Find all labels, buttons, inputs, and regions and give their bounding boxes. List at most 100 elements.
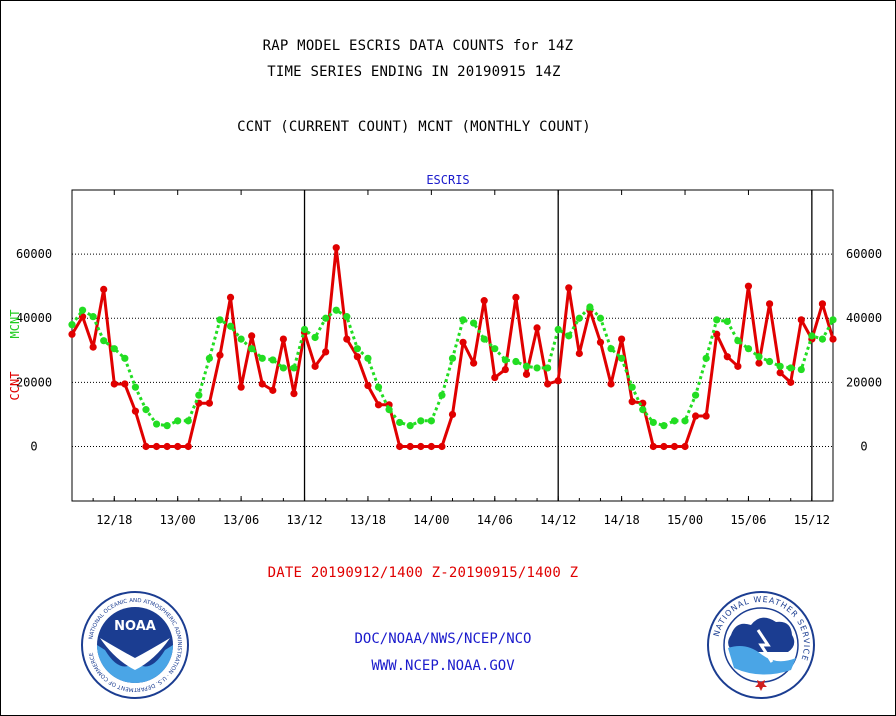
data-point-ccnt bbox=[501, 365, 509, 374]
data-point-ccnt bbox=[100, 285, 108, 293]
x-tick-label: 12/18 bbox=[96, 513, 132, 527]
chart-title-line1: RAP MODEL ESCRIS DATA COUNTS for 14Z bbox=[262, 38, 574, 54]
y-tick-label-right: 20000 bbox=[846, 375, 882, 389]
data-point-ccnt bbox=[322, 348, 330, 356]
data-point-ccnt bbox=[152, 442, 161, 451]
data-point-ccnt bbox=[68, 330, 76, 338]
data-point-mcnt bbox=[765, 357, 774, 366]
data-point-ccnt bbox=[353, 353, 361, 361]
data-point-mcnt bbox=[385, 406, 393, 414]
data-point-mcnt bbox=[152, 420, 161, 428]
data-point-mcnt bbox=[723, 317, 731, 326]
data-point-ccnt bbox=[554, 377, 562, 385]
data-point-mcnt bbox=[744, 345, 753, 353]
data-point-mcnt bbox=[406, 422, 414, 430]
data-point-ccnt bbox=[544, 380, 552, 388]
data-point-ccnt bbox=[417, 442, 425, 451]
data-point-ccnt bbox=[448, 410, 457, 419]
y-axis-label-mcnt: MCNT bbox=[8, 310, 22, 339]
data-point-ccnt bbox=[131, 407, 140, 415]
data-point-mcnt bbox=[618, 354, 626, 362]
data-point-ccnt bbox=[396, 442, 404, 451]
data-point-ccnt bbox=[522, 370, 531, 378]
x-tick-label: 14/18 bbox=[604, 513, 640, 527]
data-point-ccnt bbox=[765, 300, 774, 308]
data-point-ccnt bbox=[575, 349, 583, 358]
data-point-mcnt bbox=[110, 345, 118, 353]
data-point-mcnt bbox=[78, 306, 87, 314]
data-point-ccnt bbox=[438, 442, 446, 451]
data-point-mcnt bbox=[343, 313, 351, 321]
data-point-mcnt bbox=[628, 383, 636, 391]
data-point-mcnt bbox=[353, 345, 361, 353]
data-point-mcnt bbox=[142, 406, 150, 414]
data-point-mcnt bbox=[734, 337, 742, 345]
data-point-ccnt bbox=[829, 335, 837, 343]
data-point-mcnt bbox=[565, 332, 573, 340]
data-point-ccnt bbox=[470, 359, 478, 367]
data-point-mcnt bbox=[279, 364, 287, 372]
y-tick-label-right: 60000 bbox=[846, 247, 882, 261]
data-point-mcnt bbox=[68, 321, 76, 329]
data-point-mcnt bbox=[818, 335, 827, 343]
data-point-mcnt bbox=[269, 356, 277, 364]
data-point-mcnt bbox=[322, 314, 330, 322]
data-point-ccnt bbox=[512, 293, 520, 302]
data-point-mcnt bbox=[237, 335, 245, 343]
data-point-mcnt bbox=[544, 364, 552, 372]
data-point-ccnt bbox=[755, 359, 763, 367]
data-point-ccnt bbox=[332, 244, 340, 252]
data-point-mcnt bbox=[522, 362, 531, 370]
y-tick-label-left: 20000 bbox=[16, 375, 52, 389]
data-point-ccnt bbox=[311, 362, 319, 370]
data-point-ccnt bbox=[205, 399, 214, 407]
data-point-mcnt bbox=[639, 406, 647, 414]
data-point-ccnt bbox=[459, 338, 467, 346]
data-point-mcnt bbox=[163, 422, 171, 430]
plot-border bbox=[71, 189, 834, 502]
data-point-mcnt bbox=[512, 357, 520, 366]
x-tick-label: 15/00 bbox=[667, 513, 703, 527]
chart-title-line3: CCNT (CURRENT COUNT) MCNT (MONTHLY COUNT… bbox=[237, 119, 591, 135]
data-point-mcnt bbox=[300, 325, 309, 334]
data-point-ccnt bbox=[279, 335, 287, 343]
data-point-ccnt bbox=[237, 383, 245, 391]
y-tick-label-left: 60000 bbox=[16, 247, 52, 261]
x-tick-label: 13/18 bbox=[350, 513, 386, 527]
data-point-mcnt bbox=[205, 354, 214, 362]
data-point-mcnt bbox=[491, 345, 499, 353]
grid-lines bbox=[72, 253, 833, 447]
data-point-mcnt bbox=[797, 365, 805, 374]
data-point-ccnt bbox=[681, 442, 689, 451]
data-point-ccnt bbox=[269, 386, 277, 394]
data-point-ccnt bbox=[364, 381, 372, 390]
data-point-mcnt bbox=[427, 417, 435, 425]
data-point-mcnt bbox=[448, 354, 457, 362]
noaa-logo: NOAA NATIONAL OCEANIC AND ATMOSPHERIC AD… bbox=[81, 591, 189, 699]
data-point-ccnt bbox=[618, 335, 626, 343]
x-tick-label: 14/00 bbox=[413, 513, 449, 527]
day-dividers bbox=[303, 190, 813, 501]
data-point-mcnt bbox=[248, 345, 256, 353]
data-point-ccnt bbox=[491, 373, 499, 382]
data-point-mcnt bbox=[184, 417, 192, 425]
data-point-mcnt bbox=[702, 354, 710, 362]
data-point-ccnt bbox=[649, 442, 657, 451]
y-tick-label-right: 40000 bbox=[846, 311, 882, 325]
data-point-mcnt bbox=[290, 364, 298, 372]
noaa-logo-text: NOAA bbox=[114, 619, 156, 634]
data-point-ccnt bbox=[713, 330, 721, 338]
data-point-ccnt bbox=[163, 442, 171, 451]
data-point-ccnt bbox=[427, 442, 435, 451]
data-point-mcnt bbox=[374, 383, 383, 391]
axes: 0 0 20000 20000 40000 40000 60000 60000 12/18 13/… bbox=[16, 189, 882, 527]
data-point-ccnt bbox=[670, 442, 679, 451]
series-ccnt bbox=[68, 244, 837, 451]
data-point-mcnt bbox=[470, 319, 478, 327]
data-point-ccnt bbox=[290, 389, 298, 398]
data-point-ccnt bbox=[797, 316, 805, 324]
x-tick-label: 13/00 bbox=[160, 513, 196, 527]
data-point-mcnt bbox=[311, 333, 319, 342]
data-point-mcnt bbox=[586, 303, 594, 311]
